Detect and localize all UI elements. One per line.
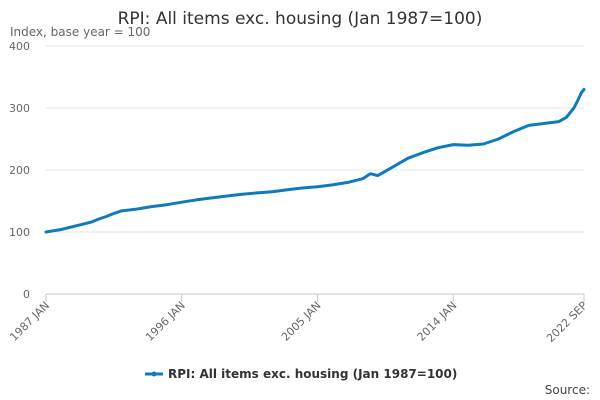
- x-tick-label: 1996 JAN: [143, 299, 188, 344]
- x-tick-label: 2014 JAN: [415, 299, 460, 344]
- x-tick-label: 2022 SEP: [544, 299, 590, 345]
- x-axis: 1987 JAN 1996 JAN 2005 JAN 2014 JAN 2022 SEP: [7, 293, 590, 345]
- series-line: [44, 87, 586, 234]
- y-axis-ticks: 0 100 200 300 400: [9, 40, 30, 301]
- source-label: Source:: [545, 383, 590, 397]
- y-tick-label: 400: [9, 40, 30, 53]
- series-layer: [44, 87, 586, 234]
- gridlines: [46, 45, 584, 233]
- y-tick-label: 100: [9, 226, 30, 239]
- chart-title: RPI: All items exc. housing (Jan 1987=10…: [118, 9, 483, 29]
- y-tick-label: 200: [9, 164, 30, 177]
- y-tick-label: 300: [9, 102, 30, 115]
- y-tick-label: 0: [23, 288, 30, 301]
- y-axis-label: Index, base year = 100: [10, 25, 150, 39]
- x-tick-label: 1987 JAN: [7, 299, 52, 344]
- legend-swatch-marker: [151, 371, 157, 377]
- legend-label: RPI: All items exc. housing (Jan 1987=10…: [168, 367, 457, 381]
- x-tick-label: 2005 JAN: [279, 299, 324, 344]
- legend[interactable]: RPI: All items exc. housing (Jan 1987=10…: [145, 367, 457, 381]
